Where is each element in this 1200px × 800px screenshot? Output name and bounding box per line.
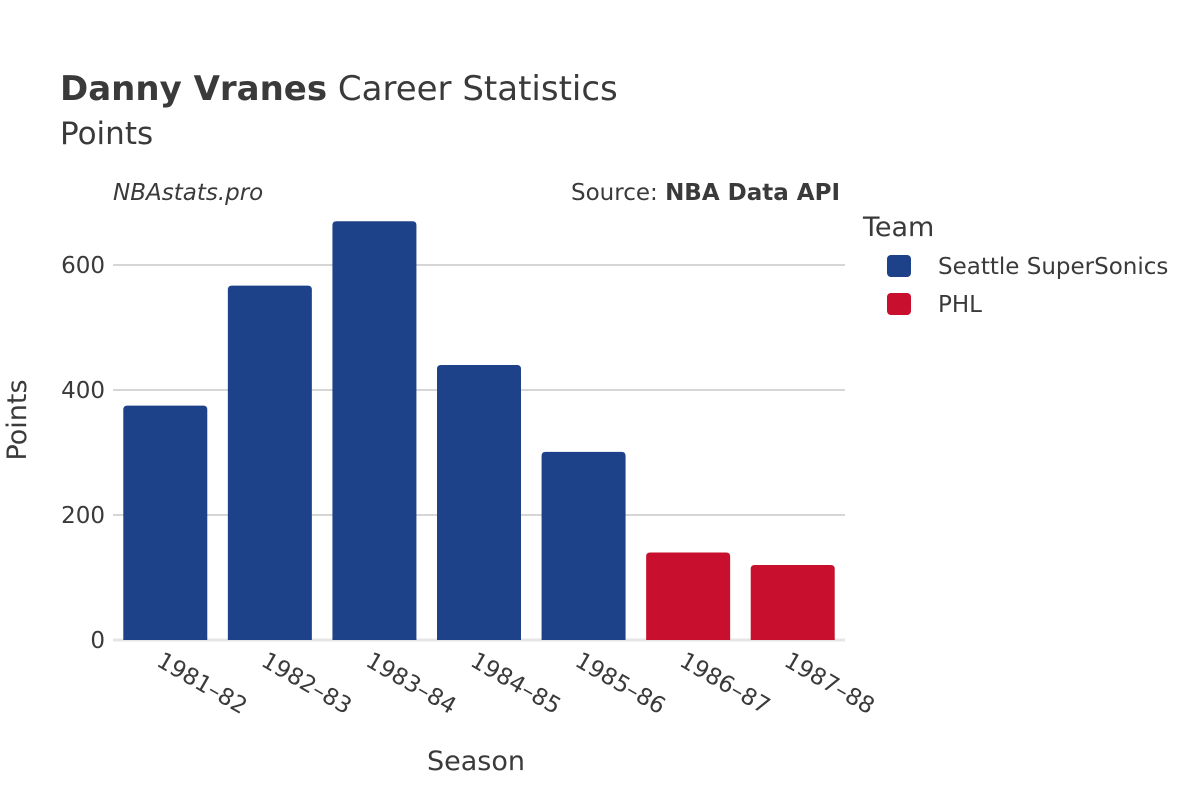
y-axis-title: Points — [2, 379, 33, 460]
bar — [227, 285, 312, 640]
x-tick-label: 1987–88 — [780, 648, 879, 720]
y-axis-ticks: 0 200 400 600 — [61, 253, 105, 654]
x-axis-ticks: 1981–82 1982–83 1983–84 1984–85 1985–86 1986–… — [152, 648, 878, 720]
legend-title: Team — [862, 212, 934, 243]
x-tick-label: 1985–86 — [571, 648, 670, 720]
chart-title-rest: Career Statistics — [327, 69, 618, 109]
chart-title: Danny Vranes Career Statistics — [60, 69, 618, 109]
x-tick-label: 1982–83 — [257, 648, 356, 720]
legend: Team Seattle SuperSonics PHL — [862, 212, 1168, 318]
source-name: NBA Data API — [665, 180, 840, 206]
bar — [646, 552, 731, 640]
legend-swatch — [887, 255, 911, 277]
legend-label: Seattle SuperSonics — [938, 254, 1168, 280]
bar — [123, 405, 208, 640]
y-tick-label: 0 — [90, 628, 105, 654]
legend-label: PHL — [938, 292, 982, 318]
y-tick-label: 400 — [61, 378, 105, 404]
x-tick-label: 1981–82 — [152, 648, 251, 720]
bar — [437, 365, 521, 640]
bar — [750, 565, 835, 640]
bar — [541, 451, 626, 640]
y-tick-label: 200 — [61, 503, 105, 529]
source-prefix: Source: — [571, 180, 665, 206]
bars — [123, 221, 835, 640]
x-tick-label: 1983–84 — [361, 648, 460, 720]
x-tick-label: 1984–85 — [466, 648, 565, 720]
legend-swatch — [887, 293, 911, 315]
bar — [332, 221, 417, 640]
watermark: NBAstats.pro — [113, 180, 263, 206]
chart-title-player: Danny Vranes — [60, 69, 327, 109]
source-credit: Source: NBA Data API — [571, 180, 840, 206]
x-axis-title: Season — [427, 746, 525, 777]
y-tick-label: 600 — [61, 253, 105, 279]
chart-subtitle: Points — [60, 116, 153, 152]
x-tick-label: 1986–87 — [675, 648, 774, 720]
